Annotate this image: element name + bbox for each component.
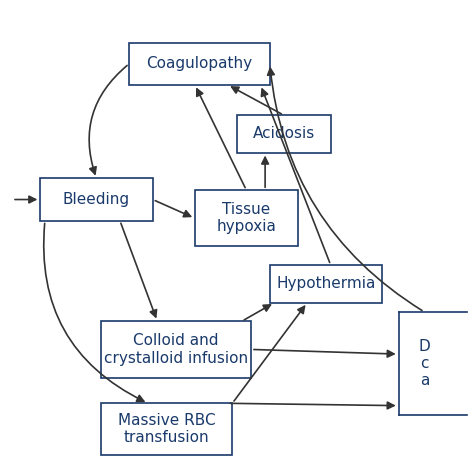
FancyBboxPatch shape (101, 403, 232, 455)
FancyBboxPatch shape (195, 190, 298, 246)
FancyBboxPatch shape (270, 265, 382, 302)
Text: Coagulopathy: Coagulopathy (146, 56, 253, 71)
Text: D
c
a: D c a (419, 338, 430, 388)
FancyBboxPatch shape (40, 178, 153, 220)
Text: Hypothermia: Hypothermia (276, 276, 376, 292)
Text: Tissue
hypoxia: Tissue hypoxia (217, 202, 276, 235)
FancyBboxPatch shape (237, 115, 331, 153)
Text: Bleeding: Bleeding (63, 192, 130, 207)
Text: Colloid and
crystalloid infusion: Colloid and crystalloid infusion (104, 333, 248, 365)
Text: Massive RBC
transfusion: Massive RBC transfusion (118, 413, 216, 445)
FancyBboxPatch shape (129, 43, 270, 85)
Text: Acidosis: Acidosis (253, 127, 315, 141)
FancyBboxPatch shape (101, 321, 251, 377)
